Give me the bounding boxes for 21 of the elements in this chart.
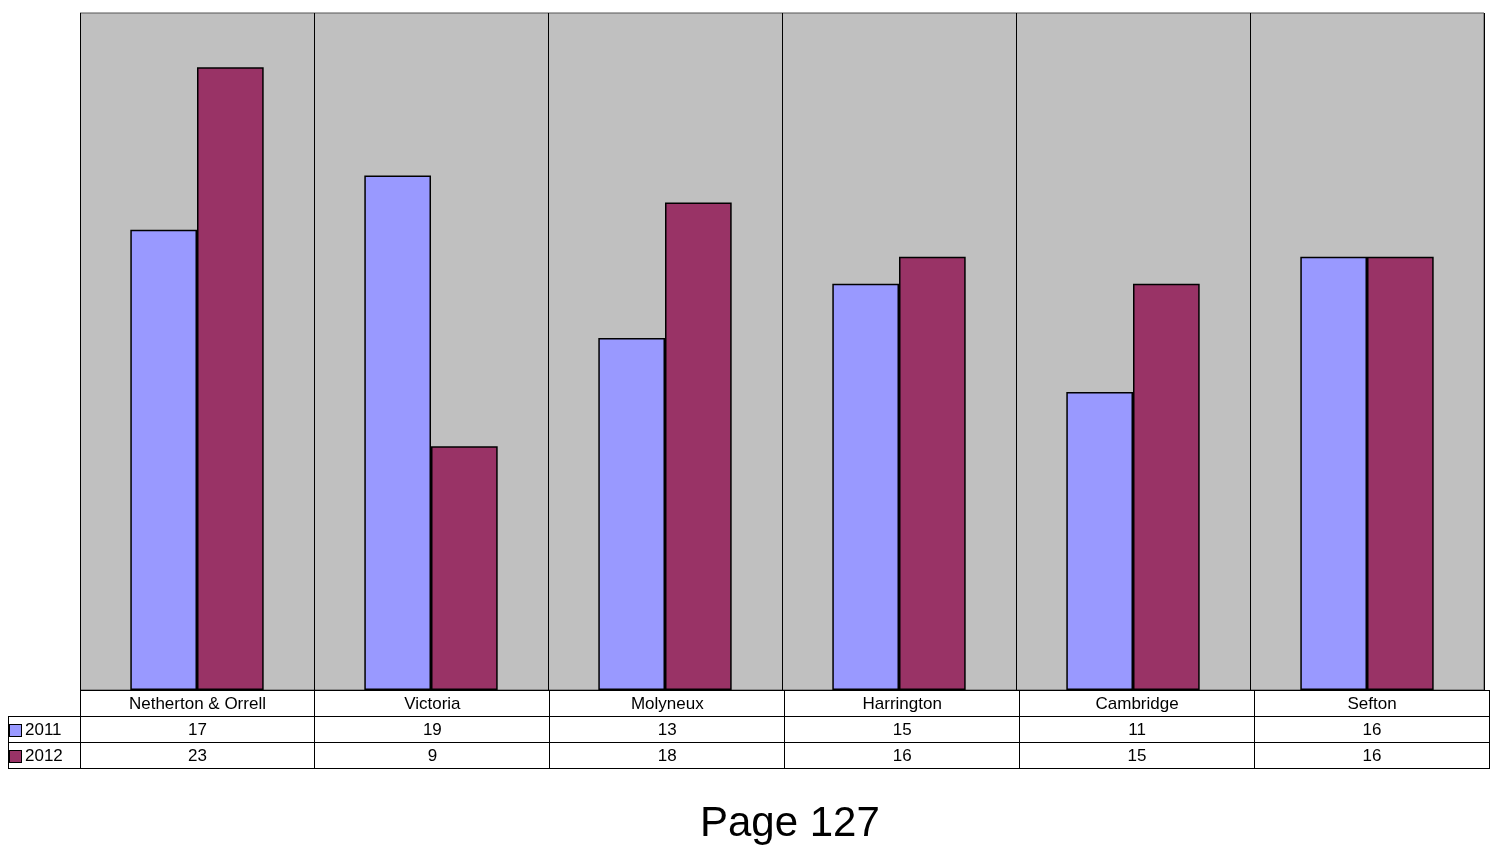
text: Page 127 [700,798,880,846]
data-label: 23 [80,742,315,769]
data-label: 15 [1019,742,1255,769]
x-tick-label: Sefton [1254,690,1490,717]
x-tick-label: Harrington [784,690,1020,717]
legend-label: 2011 [8,716,80,743]
data-label: 16 [1254,716,1490,743]
x-tick-label: Cambridge [1019,690,1255,717]
data-label: 18 [549,742,785,769]
legend-label: 2012 [8,742,80,769]
data-label: 17 [80,716,315,743]
data-label: 16 [784,742,1020,769]
x-tick-label: Netherton & Orrell [80,690,315,717]
x-tick-label: Molyneux [549,690,785,717]
x-tick-label: Victoria [314,690,550,717]
data-label: 11 [1019,716,1255,743]
data-label: 9 [314,742,550,769]
data-label: 19 [314,716,550,743]
data-label: 15 [784,716,1020,743]
data-label: 16 [1254,742,1490,769]
data-label: 13 [549,716,785,743]
